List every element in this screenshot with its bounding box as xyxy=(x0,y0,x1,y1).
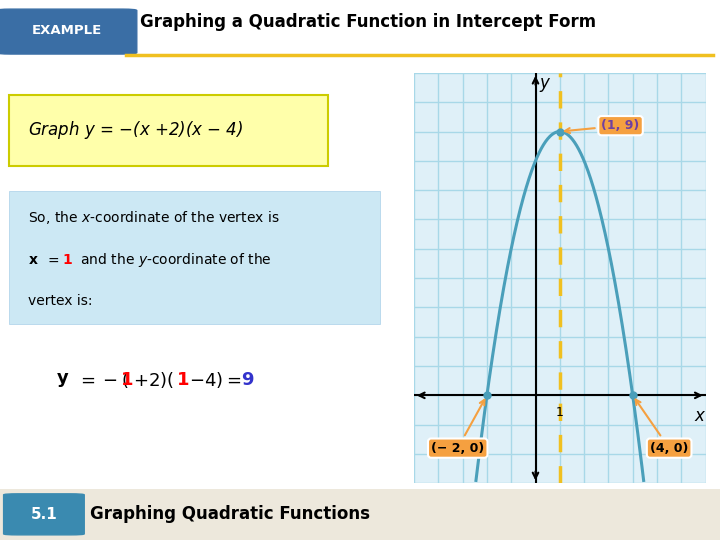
FancyBboxPatch shape xyxy=(4,494,84,535)
Text: Graphing Quadratic Functions: Graphing Quadratic Functions xyxy=(90,505,370,523)
Text: $+ 2)($: $+ 2)($ xyxy=(133,370,174,390)
Text: $\bf{1}$: $\bf{1}$ xyxy=(120,371,133,389)
Text: $= -($: $= -($ xyxy=(77,370,129,390)
FancyBboxPatch shape xyxy=(0,9,137,54)
Text: $\bf{9}$: $\bf{9}$ xyxy=(241,371,254,389)
Text: $=$: $=$ xyxy=(45,253,60,267)
Text: (− 2, 0): (− 2, 0) xyxy=(431,400,485,455)
Text: 5.1: 5.1 xyxy=(30,507,58,522)
FancyBboxPatch shape xyxy=(9,191,380,324)
Text: $\bf{y}$: $\bf{y}$ xyxy=(56,371,70,389)
FancyBboxPatch shape xyxy=(0,489,720,540)
Text: Graph $y$ = $-$($x$ +2)($x$ $-$ 4): Graph $y$ = $-$($x$ +2)($x$ $-$ 4) xyxy=(28,119,243,141)
Text: 1: 1 xyxy=(556,406,564,419)
Text: EXAMPLE: EXAMPLE xyxy=(32,24,102,37)
Text: x: x xyxy=(695,407,704,425)
Text: $\bf{1}$: $\bf{1}$ xyxy=(176,371,189,389)
Text: (1, 9): (1, 9) xyxy=(565,119,639,133)
Text: and the $y$-coordinate of the: and the $y$-coordinate of the xyxy=(76,251,271,269)
Text: (4, 0): (4, 0) xyxy=(636,400,688,455)
Text: y: y xyxy=(539,75,549,92)
Text: Graphing a Quadratic Function in Intercept Form: Graphing a Quadratic Function in Interce… xyxy=(140,14,597,31)
FancyBboxPatch shape xyxy=(9,95,328,166)
Text: $\bf{x}$: $\bf{x}$ xyxy=(28,253,39,267)
Text: vertex is:: vertex is: xyxy=(28,294,93,308)
Text: $- 4) =$: $- 4) =$ xyxy=(189,370,241,390)
Text: So, the $x$-coordinate of the vertex is: So, the $x$-coordinate of the vertex is xyxy=(28,210,279,226)
Text: $\bf{1}$: $\bf{1}$ xyxy=(62,253,73,267)
